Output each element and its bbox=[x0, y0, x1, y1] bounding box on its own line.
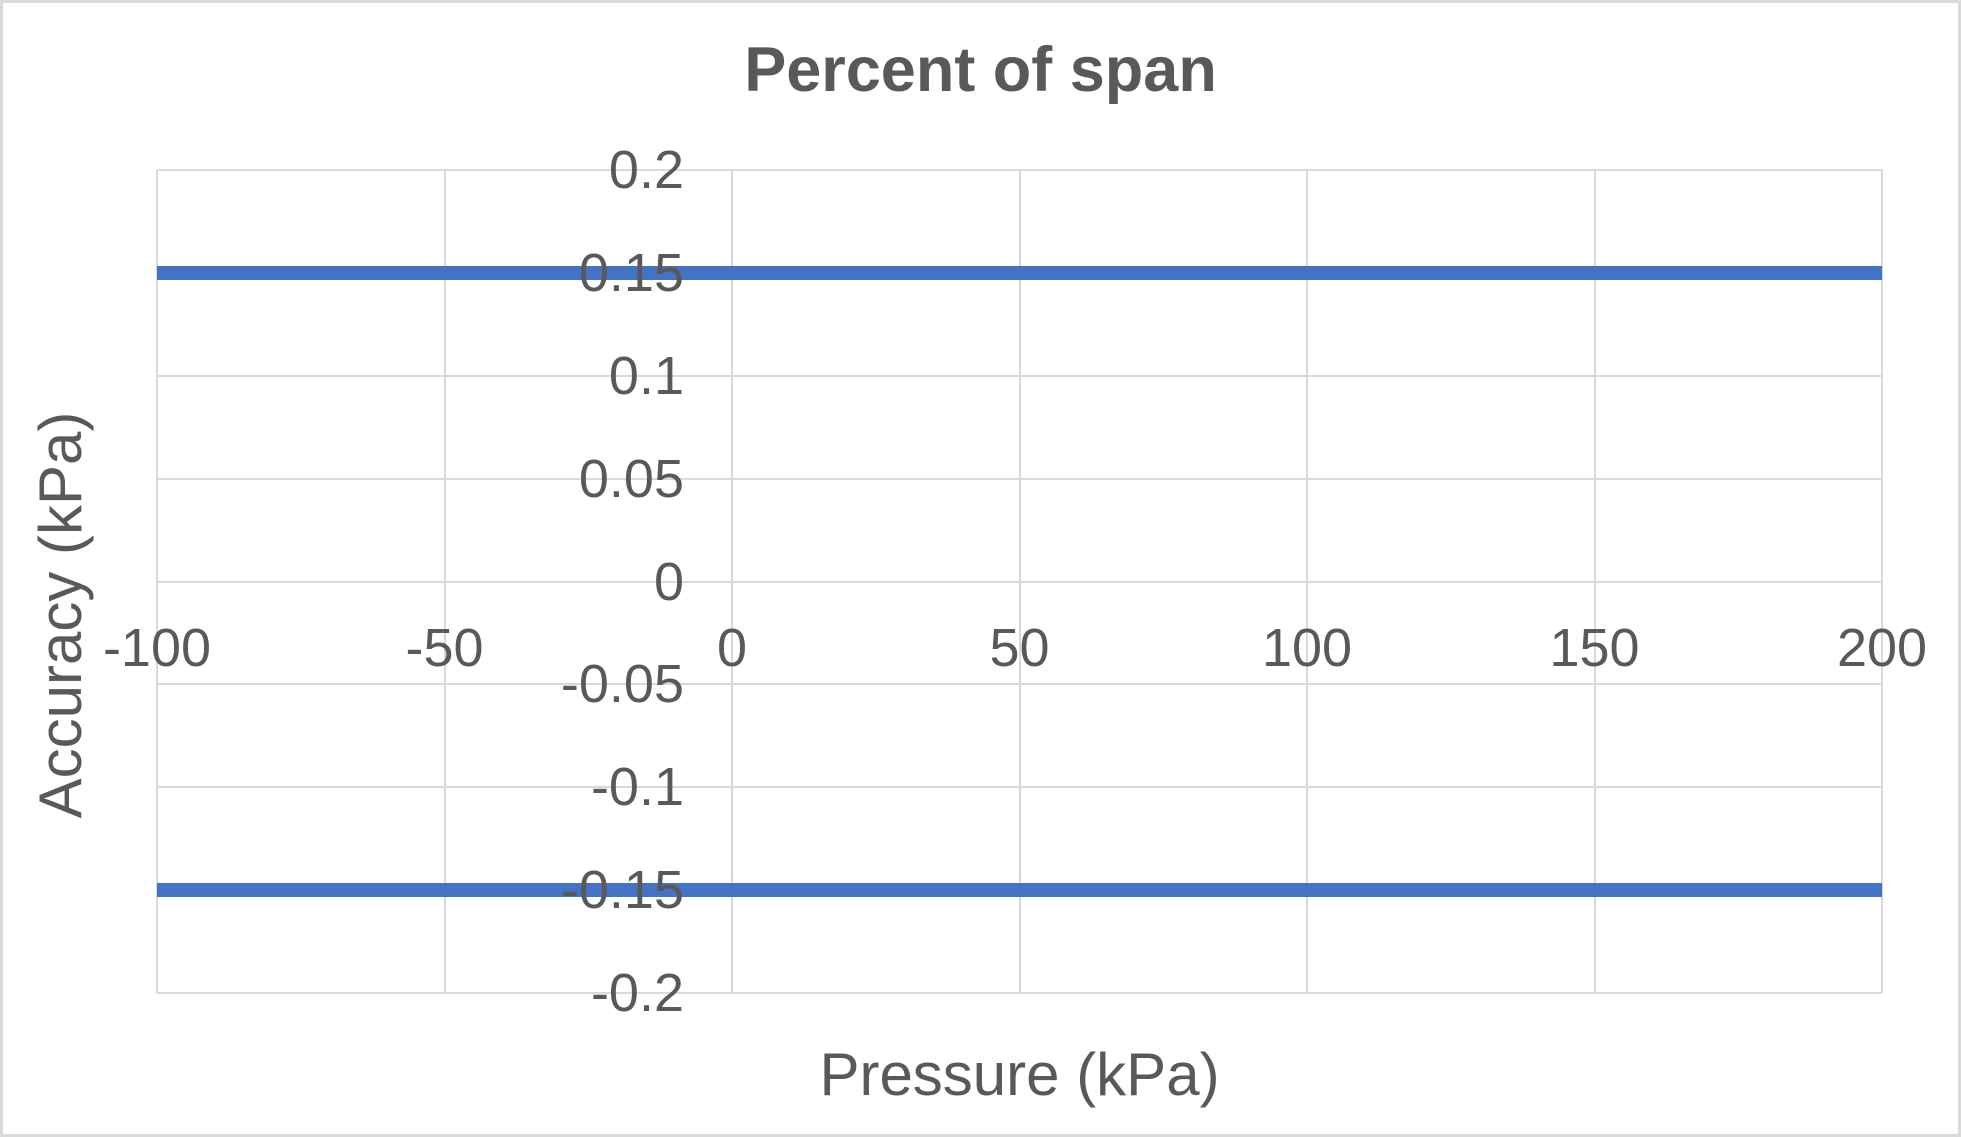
vertical-gridline bbox=[1593, 170, 1596, 993]
horizontal-gridline bbox=[157, 992, 1882, 994]
y-tick-label: -0.05 bbox=[560, 654, 684, 715]
vertical-gridline bbox=[1018, 170, 1021, 993]
chart-title: Percent of span bbox=[744, 35, 1217, 105]
y-tick-label: 0.15 bbox=[578, 242, 684, 303]
x-axis-title: Pressure (kPa) bbox=[819, 1041, 1220, 1108]
vertical-gridline bbox=[443, 170, 446, 993]
vertical-gridline bbox=[1306, 170, 1308, 993]
y-tick-label: -0.2 bbox=[590, 963, 684, 1023]
y-tick-label: 0.1 bbox=[608, 345, 684, 406]
series-line-lower-accuracy-limit bbox=[157, 883, 1882, 898]
series-line-upper-accuracy-limit bbox=[157, 265, 1882, 280]
x-tick-label: -50 bbox=[405, 617, 484, 678]
y-tick-label: -0.15 bbox=[560, 860, 684, 921]
vertical-gridline bbox=[731, 170, 733, 993]
x-tick-label: 100 bbox=[1261, 617, 1353, 678]
x-tick-label: 200 bbox=[1836, 617, 1928, 678]
y-tick-label: -0.1 bbox=[590, 757, 684, 818]
y-axis-title: Accuracy (kPa) bbox=[27, 411, 94, 819]
vertical-gridline bbox=[156, 170, 158, 993]
y-tick-label: 0 bbox=[653, 551, 684, 612]
x-tick-label: 0 bbox=[716, 617, 748, 678]
x-tick-label: 150 bbox=[1549, 617, 1640, 678]
x-tick-label: 50 bbox=[989, 617, 1050, 678]
y-tick-label: 0.05 bbox=[578, 448, 684, 509]
x-tick-label: -100 bbox=[102, 617, 212, 678]
vertical-gridline bbox=[1881, 170, 1883, 993]
y-tick-label: 0.2 bbox=[608, 140, 684, 200]
